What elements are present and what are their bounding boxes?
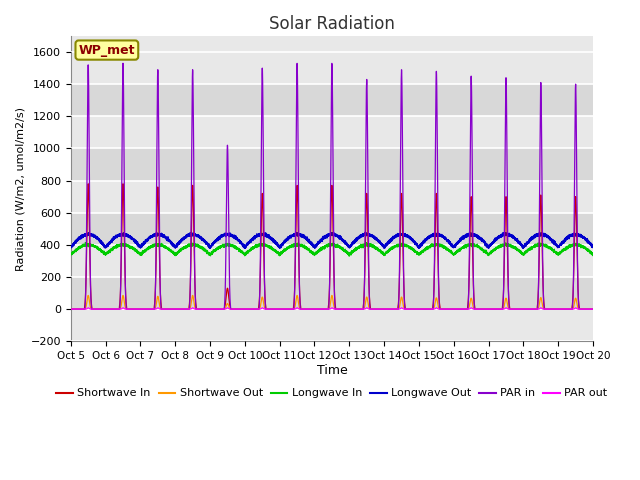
Text: WP_met: WP_met	[79, 44, 135, 57]
Bar	[71, 84, 593, 116]
Bar	[71, 213, 593, 245]
Title: Solar Radiation: Solar Radiation	[269, 15, 395, 33]
X-axis label: Time: Time	[317, 364, 348, 377]
Bar	[71, 148, 593, 180]
Bar	[71, 180, 593, 213]
Y-axis label: Radiation (W/m2, umol/m2/s): Radiation (W/m2, umol/m2/s)	[15, 107, 25, 271]
Bar	[71, 116, 593, 148]
Bar	[71, 245, 593, 277]
Bar	[71, 52, 593, 84]
Bar	[71, 309, 593, 341]
Legend: Shortwave In, Shortwave Out, Longwave In, Longwave Out, PAR in, PAR out: Shortwave In, Shortwave Out, Longwave In…	[52, 384, 612, 403]
Bar	[71, 277, 593, 309]
